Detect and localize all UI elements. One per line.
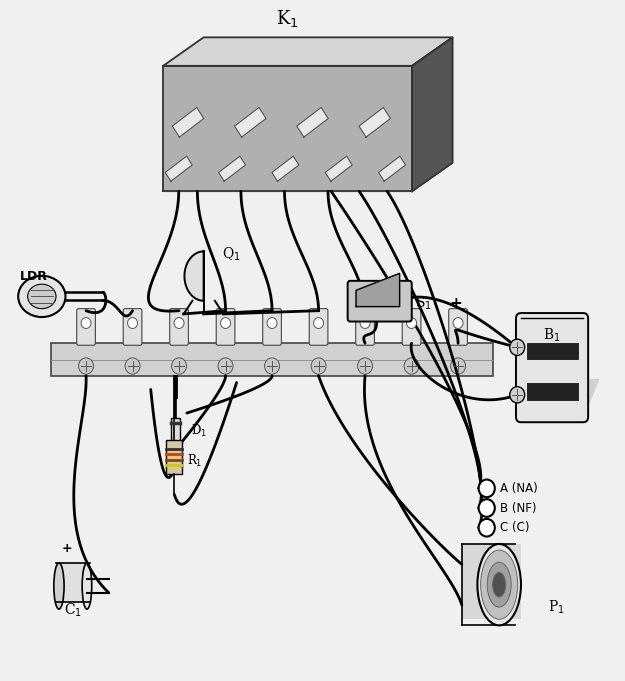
Circle shape [311,358,326,374]
Ellipse shape [492,573,506,597]
Polygon shape [163,66,412,191]
Bar [462,544,521,618]
Circle shape [172,358,186,374]
Circle shape [174,317,184,328]
Text: LDR: LDR [20,270,48,283]
Bar [166,440,182,474]
Text: D$_1$: D$_1$ [191,423,208,439]
Circle shape [125,358,140,374]
Polygon shape [165,156,192,181]
Text: +: + [61,542,72,555]
Circle shape [407,317,416,328]
Circle shape [79,358,94,374]
FancyBboxPatch shape [356,308,374,345]
Ellipse shape [54,563,64,609]
Ellipse shape [488,563,511,607]
FancyBboxPatch shape [77,308,96,345]
FancyBboxPatch shape [449,308,468,345]
Text: C$_1$: C$_1$ [64,601,82,619]
FancyBboxPatch shape [348,281,412,321]
Circle shape [479,479,495,497]
Circle shape [218,358,233,374]
Polygon shape [379,156,406,181]
FancyBboxPatch shape [123,308,142,345]
Ellipse shape [18,276,66,317]
Bar [51,343,493,376]
FancyBboxPatch shape [216,308,235,345]
Circle shape [360,317,370,328]
Polygon shape [356,273,399,306]
Circle shape [267,317,277,328]
Polygon shape [325,156,352,181]
Bar [56,563,90,602]
Ellipse shape [481,550,518,619]
Circle shape [404,358,419,374]
Polygon shape [521,379,599,417]
Bar [171,418,180,443]
Circle shape [264,358,279,374]
Polygon shape [359,108,391,137]
Text: K$_1$: K$_1$ [276,7,299,29]
Polygon shape [412,37,452,191]
Bar [527,343,578,359]
Circle shape [510,339,524,355]
Text: S$_1$: S$_1$ [415,294,432,312]
Circle shape [451,358,466,374]
Text: P$_1$: P$_1$ [548,598,564,616]
FancyBboxPatch shape [402,308,421,345]
Circle shape [453,317,463,328]
Bar [527,383,578,400]
Circle shape [314,317,324,328]
Polygon shape [173,108,204,137]
FancyBboxPatch shape [170,308,188,345]
Text: C (C): C (C) [501,521,530,534]
Circle shape [127,317,138,328]
Text: +: + [449,296,462,311]
Circle shape [357,358,372,374]
Polygon shape [184,251,204,301]
Ellipse shape [28,284,56,308]
Polygon shape [272,156,299,181]
Ellipse shape [82,563,92,609]
FancyBboxPatch shape [262,308,281,345]
Polygon shape [163,37,452,66]
FancyBboxPatch shape [309,308,328,345]
Polygon shape [297,108,328,137]
Ellipse shape [478,544,521,625]
Circle shape [81,317,91,328]
Text: A (NA): A (NA) [501,482,538,495]
Text: R$_1$: R$_1$ [187,452,202,469]
Circle shape [510,387,524,403]
Circle shape [221,317,231,328]
Text: B$_1$: B$_1$ [543,326,561,344]
FancyBboxPatch shape [516,313,588,422]
Text: B (NF): B (NF) [501,501,537,515]
Text: Q$_1$: Q$_1$ [222,245,241,262]
Polygon shape [219,156,246,181]
Circle shape [479,499,495,517]
Circle shape [479,519,495,537]
Polygon shape [234,108,266,137]
